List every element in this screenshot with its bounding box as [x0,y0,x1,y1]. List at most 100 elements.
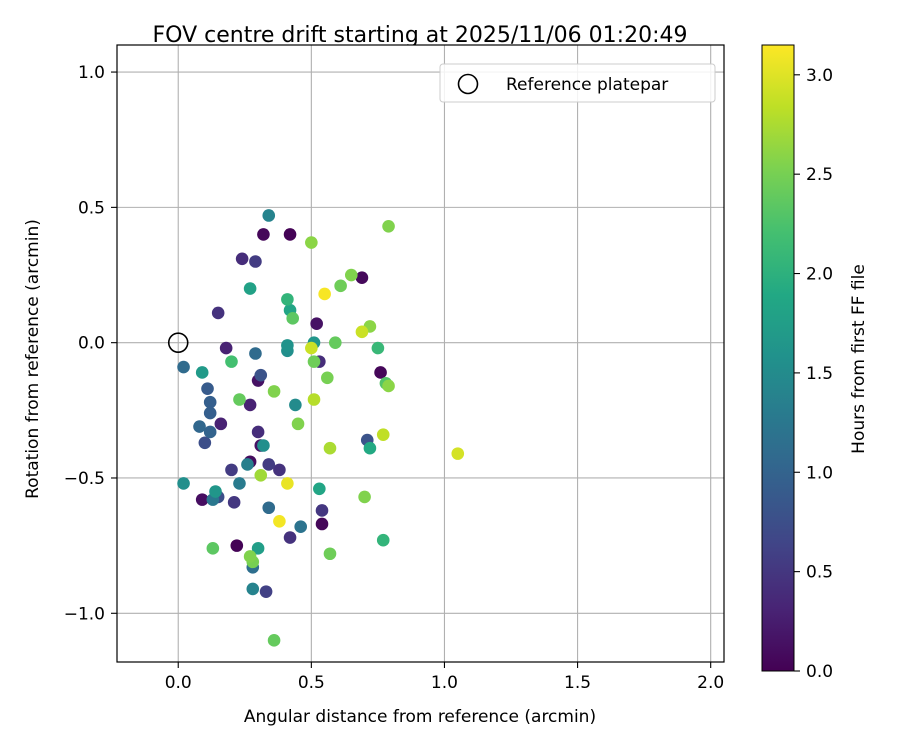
scatter-point [281,477,294,490]
colorbar-label: Hours from first FF file [849,264,869,454]
scatter-point [206,542,220,555]
scatter-point [211,306,225,320]
scatter-point [203,425,217,439]
scatter-point [289,398,302,412]
scatter-point [230,539,244,552]
scatter-point [376,533,390,547]
scatter-point [249,255,262,268]
data-points [177,209,465,647]
scatter-point [233,477,246,490]
plot-frame [116,44,725,663]
y-tick-label: −1.0 [64,604,105,624]
y-axis-label: Rotation from reference (arcmin) [23,219,43,499]
legend-label-reference: Reference platepar [506,75,668,95]
scatter-point [294,520,307,533]
scatter-point [243,398,257,412]
colorbar-gradient [761,44,795,672]
scatter-point [251,542,265,555]
scatter-point [344,268,358,282]
scatter-point [257,439,270,452]
colorbar-tick-label: 0.0 [806,662,833,682]
scatter-point [310,317,323,331]
scatter-point [177,477,190,490]
scatter-point [246,582,260,596]
scatter-point [334,279,347,293]
y-axis-ticks: −1.0 −0.5 0.0 0.5 1.0 [64,63,117,624]
scatter-point [203,406,217,420]
colorbar-tick-label: 0.5 [806,563,833,583]
scatter-point [227,496,241,509]
scatter-point [198,436,212,450]
scatter-point [225,355,238,368]
scatter-point [195,366,209,379]
x-tick-label: 0.0 [165,673,192,693]
legend: Reference platepar [439,63,716,103]
scatter-point [233,393,246,406]
scatter-point [371,341,385,355]
scatter-point [291,417,305,431]
reference-marker-group [167,332,189,353]
scatter-point [315,504,329,517]
scatter-point [209,485,222,498]
x-tick-label: 0.5 [298,673,325,693]
colorbar-ticks: 0.0 0.5 1.0 1.5 2.0 2.5 3.0 [794,66,833,682]
scatter-point [382,379,395,393]
y-tick-label: −0.5 [64,469,105,489]
colorbar-tick-label: 2.5 [806,165,833,185]
y-tick-label: 1.0 [78,63,105,83]
scatter-point [307,393,321,406]
scatter-point [281,339,294,352]
scatter-point [376,428,390,441]
plot-area [117,45,724,662]
scatter-point [315,517,329,531]
legend-marker-reference [457,73,479,95]
scatter-point [283,228,297,241]
scatter-point [262,501,276,515]
scatter-point [323,547,337,561]
scatter-point [249,347,262,360]
colorbar-tick-label: 2.0 [806,265,833,285]
colorbar: 0.0 0.5 1.0 1.5 2.0 2.5 3.0 Hours from first F… [761,44,869,682]
scatter-point [235,252,249,266]
scatter-point [307,355,321,368]
scatter-point [195,493,209,506]
scatter-point [241,458,254,471]
scatter-point [257,228,270,241]
scatter-point [267,385,281,398]
scatter-point [281,293,294,306]
scatter-point [177,360,190,374]
scatter-point [259,585,273,598]
scatter-point [286,312,300,325]
y-tick-label: 0.0 [78,334,105,354]
scatter-point [382,220,395,233]
scatter-point [323,441,337,455]
scatter-point [329,336,342,349]
scatter-point [305,341,318,355]
scatter-point [273,463,286,477]
colorbar-tick-label: 1.5 [806,364,833,384]
scatter-point [283,531,297,544]
x-tick-label: 1.0 [431,673,458,693]
x-tick-label: 1.5 [564,673,591,693]
scatter-point [374,366,387,379]
scatter-point [262,458,276,471]
scatter-point [254,468,268,482]
scatter-point [451,447,465,460]
scatter-point [318,287,331,301]
scatter-point [243,550,257,563]
colorbar-tick-label: 1.0 [806,463,833,483]
scatter-point [273,514,286,528]
x-tick-label: 2.0 [697,673,724,693]
y-tick-label: 0.5 [78,198,105,218]
scatter-point [193,420,206,433]
scatter-point [254,368,268,382]
scatter-point [214,417,228,431]
scatter-point [201,382,214,395]
chart-title: FOV centre drift starting at 2025/11/06 … [153,23,688,48]
scatter-point [305,236,318,249]
scatter-point [267,634,281,647]
scatter-point [358,490,371,504]
colorbar-tick-label: 3.0 [806,66,833,86]
